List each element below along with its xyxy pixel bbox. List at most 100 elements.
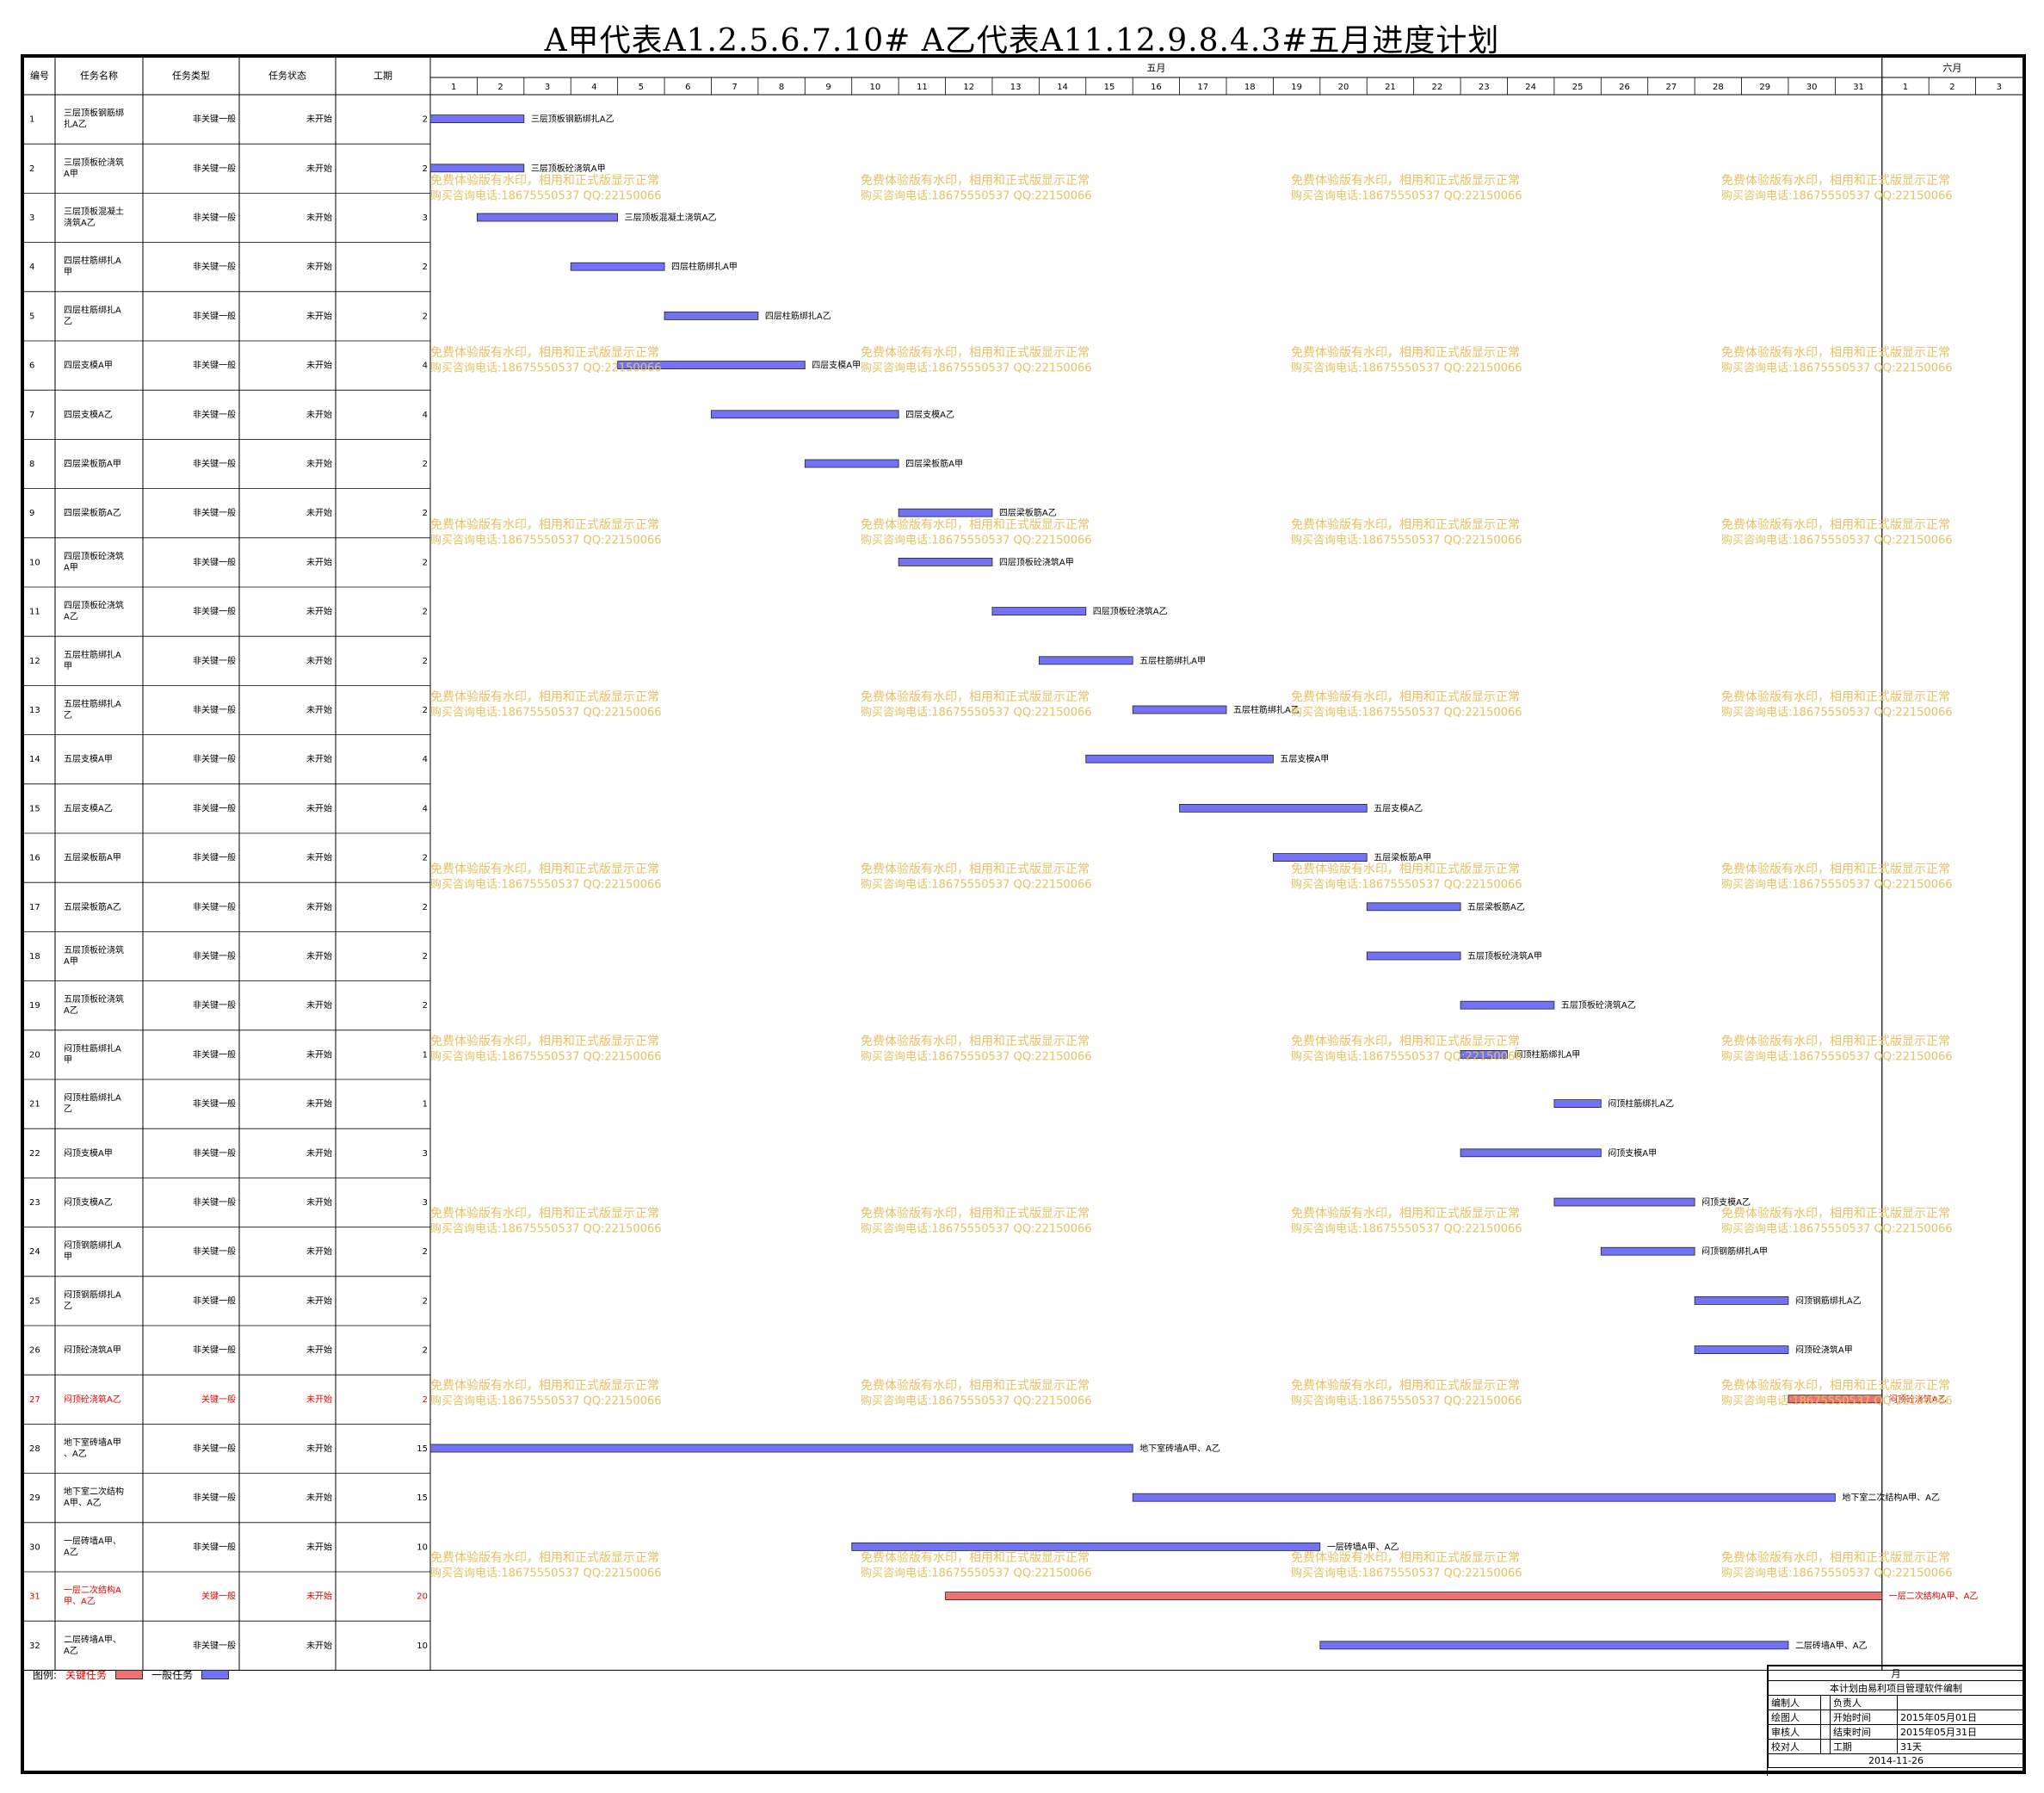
watermark-line1: 免费体验版有水印，相用和正式版显示正常: [430, 518, 659, 532]
task-name: 乙: [64, 1301, 72, 1311]
task-bar-label: 闷顶砼浇筑A乙: [1889, 1394, 1947, 1405]
task-type: 非关键一般: [193, 1196, 236, 1208]
task-name: 五层顶板砼浇筑: [64, 993, 124, 1005]
watermark-line2: 购买咨询电话:18675550537 QQ:22150066: [861, 534, 1092, 547]
task-duration: 2: [423, 657, 428, 666]
watermark-line1: 免费体验版有水印，相用和正式版显示正常: [861, 174, 1090, 188]
task-type: 非关键一般: [193, 163, 236, 174]
task-bar-label: 闷顶砼浇筑A甲: [1795, 1345, 1853, 1356]
task-id: 10: [29, 558, 40, 567]
month-label: 六月: [1942, 63, 1961, 74]
task-bar: [429, 1444, 1133, 1453]
task-name: 一层砖墙A甲、: [64, 1535, 121, 1546]
legend-normal-label: 一般任务: [151, 1669, 194, 1681]
task-bar: [898, 558, 993, 566]
task-type: 非关键一般: [193, 802, 236, 813]
task-bar-label: 四层梁板筋A甲: [905, 458, 963, 469]
task-bar-label: 五层支模A甲: [1280, 754, 1329, 764]
task-bar: [1179, 804, 1368, 813]
watermark-line2: 购买咨询电话:18675550537 QQ:22150066: [1291, 189, 1522, 203]
task-name: 四层柱筋绑扎A: [64, 255, 121, 266]
watermark-line2: 购买咨询电话:18675550537 QQ:22150066: [861, 1567, 1092, 1580]
watermark-line1: 免费体验版有水印，相用和正式版显示正常: [1291, 174, 1520, 188]
task-id: 13: [29, 706, 40, 715]
task-status: 未开始: [306, 999, 332, 1011]
task-type: 非关键一般: [193, 1246, 236, 1257]
info-cell: [1897, 1695, 2024, 1710]
watermark-line1: 免费体验版有水印，相用和正式版显示正常: [861, 346, 1090, 360]
watermark-line2: 购买咨询电话:18675550537 QQ:22150066: [1721, 878, 1953, 892]
watermark-line1: 免费体验版有水印，相用和正式版显示正常: [1721, 1551, 1950, 1565]
task-name: A甲: [64, 957, 78, 967]
task-bar-label: 三层顶板混凝土浇筑A乙: [625, 212, 717, 223]
task-name: 五层支模A乙: [64, 803, 113, 813]
legend-label: 图例:: [33, 1669, 58, 1681]
task-bar: [1273, 853, 1368, 862]
task-duration: 4: [423, 362, 428, 371]
task-duration: 4: [423, 755, 428, 764]
task-type: 非关键一般: [193, 458, 236, 469]
watermark-line1: 免费体验版有水印，相用和正式版显示正常: [1721, 1035, 1950, 1048]
table-header: 任务类型: [172, 70, 210, 82]
task-bar: [1319, 1641, 1789, 1650]
watermark-line1: 免费体验版有水印，相用和正式版显示正常: [861, 1035, 1090, 1048]
day-tick-label: 12: [963, 83, 974, 92]
watermark-line1: 免费体验版有水印，相用和正式版显示正常: [1721, 862, 1950, 876]
task-name: A乙: [64, 1005, 78, 1016]
info-software: 本计划由易利项目管理软件编制: [1768, 1680, 2024, 1696]
task-bar-label: 闷顶柱筋绑扎A甲: [1514, 1048, 1580, 1060]
task-duration: 3: [423, 213, 428, 223]
task-type: 非关键一般: [193, 310, 236, 321]
task-type: 非关键一般: [193, 409, 236, 420]
watermark-line2: 购买咨询电话:18675550537 QQ:22150066: [1291, 1050, 1522, 1064]
task-name: 甲: [64, 268, 72, 277]
task-type: 非关键一般: [193, 1345, 236, 1356]
task-bar-label: 闷顶支模A甲: [1608, 1147, 1657, 1159]
task-name: 闷顶砼浇筑A乙: [64, 1394, 121, 1405]
task-duration: 1: [423, 1100, 428, 1110]
task-name: 地下室砖墙A甲: [64, 1437, 121, 1448]
day-tick-label: 21: [1385, 83, 1396, 92]
task-type: 非关键一般: [193, 950, 236, 961]
task-duration: 2: [423, 903, 428, 912]
task-name: 闷顶支模A甲: [64, 1147, 113, 1159]
task-id: 2: [29, 164, 34, 174]
task-status: 未开始: [306, 409, 332, 420]
watermark-line2: 购买咨询电话:18675550537 QQ:22150066: [861, 1222, 1092, 1236]
task-status: 未开始: [306, 1541, 332, 1552]
info-cell: 2015年05月31日: [1897, 1724, 2024, 1740]
watermark-line2: 购买咨询电话:18675550537 QQ:22150066: [861, 706, 1092, 720]
task-type: 非关键一般: [193, 556, 236, 567]
task-name: 五层顶板砼浇筑: [64, 944, 124, 955]
task-id: 8: [29, 460, 34, 469]
task-name: 四层支模A甲: [64, 361, 113, 371]
day-tick-label: 17: [1197, 83, 1208, 92]
task-name: 四层支模A乙: [64, 410, 113, 420]
task-bar-label: 五层柱筋绑扎A乙: [1233, 704, 1300, 715]
task-type: 非关键一般: [193, 261, 236, 272]
task-type: 非关键一般: [193, 114, 236, 125]
task-bar-label: 三层顶板砼浇筑A甲: [531, 163, 606, 174]
task-bar: [1132, 705, 1227, 714]
task-bar: [898, 508, 993, 517]
task-duration: 20: [417, 1592, 428, 1602]
task-name: 二层砖墙A甲、: [64, 1634, 121, 1645]
task-bar-label: 四层柱筋绑扎A乙: [765, 310, 831, 321]
task-id: 18: [29, 952, 40, 961]
task-name: 三层顶板钢筋绑: [64, 108, 124, 119]
task-bar: [1694, 1296, 1789, 1305]
task-name: 四层顶板砼浇筑: [64, 550, 124, 561]
task-duration: 4: [423, 411, 428, 420]
watermark-line1: 免费体验版有水印，相用和正式版显示正常: [1291, 1551, 1520, 1565]
task-name: 五层梁板筋A甲: [64, 852, 121, 863]
task-name: 五层柱筋绑扎A: [64, 649, 121, 660]
task-name: 五层柱筋绑扎A: [64, 698, 121, 709]
watermark-line1: 免费体验版有水印，相用和正式版显示正常: [861, 1551, 1090, 1565]
task-status: 未开始: [306, 360, 332, 371]
task-bar: [477, 213, 619, 222]
legend: 图例: 关键任务 一般任务: [33, 1667, 230, 1682]
watermark-line1: 免费体验版有水印，相用和正式版显示正常: [861, 690, 1090, 704]
task-status: 未开始: [306, 212, 332, 223]
watermark-line1: 免费体验版有水印，相用和正式版显示正常: [861, 862, 1090, 876]
task-bar: [1038, 656, 1133, 665]
